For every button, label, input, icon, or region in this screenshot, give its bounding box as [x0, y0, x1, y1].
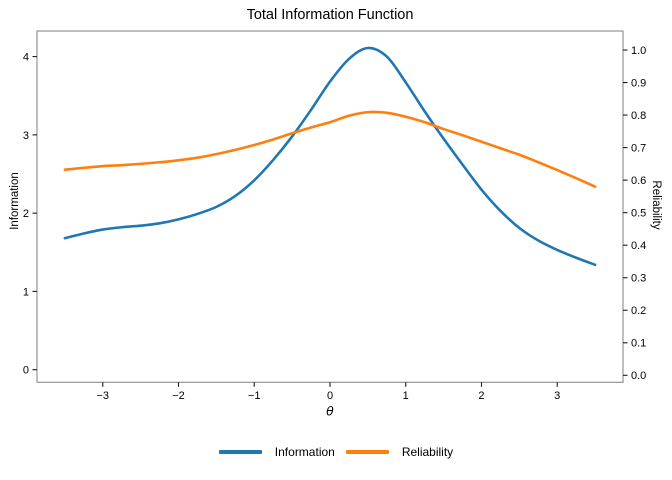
y-right-tick-label: 0.4	[631, 240, 646, 252]
y-right-tick-label: 0.5	[631, 208, 646, 220]
x-tick-label: −3	[96, 390, 109, 402]
chart-title: Total Information Function	[246, 7, 414, 23]
y-right-tick-label: 0.3	[631, 273, 646, 285]
y-right-tick-label: 0.9	[631, 77, 646, 89]
legend-item-reliability: Reliability	[345, 445, 454, 459]
x-tick-label: 3	[554, 390, 560, 402]
legend-label-information: Information	[274, 445, 335, 459]
y-right-tick-label: 0.1	[631, 338, 646, 350]
x-tick-label: 2	[478, 390, 484, 402]
information-line	[63, 46, 597, 267]
y-right-tick-label: 1.0	[631, 45, 646, 57]
legend: Information Reliability	[0, 445, 672, 459]
reliability-line	[63, 110, 597, 188]
information-line-swatch	[218, 450, 262, 454]
y-right-tick-label: 0.2	[631, 305, 646, 317]
y-right-tick-label: 0.0	[631, 370, 646, 382]
x-axis-title: θ	[326, 403, 334, 419]
reliability-line-swatch	[345, 450, 389, 454]
y-left-tick-label: 2	[23, 208, 29, 220]
y-left-tick-label: 1	[23, 286, 29, 298]
x-tick-label: −1	[248, 390, 261, 402]
y-left-tick-label: 3	[23, 130, 29, 142]
y-left-axis-title: Information	[9, 172, 21, 230]
y-left-tick-label: 0	[23, 365, 29, 377]
y-right-axis-title: Reliability	[650, 180, 662, 230]
y-left-tick-label: 4	[23, 51, 29, 63]
legend-item-information: Information	[218, 445, 335, 459]
x-tick-label: 0	[327, 390, 333, 402]
y-right-tick-label: 0.7	[631, 143, 646, 155]
legend-label-reliability: Reliability	[401, 445, 454, 459]
x-tick-label: 1	[403, 390, 409, 402]
y-right-tick-label: 0.6	[631, 175, 646, 187]
x-tick-label: −2	[172, 390, 185, 402]
y-right-tick-label: 0.8	[631, 110, 646, 122]
